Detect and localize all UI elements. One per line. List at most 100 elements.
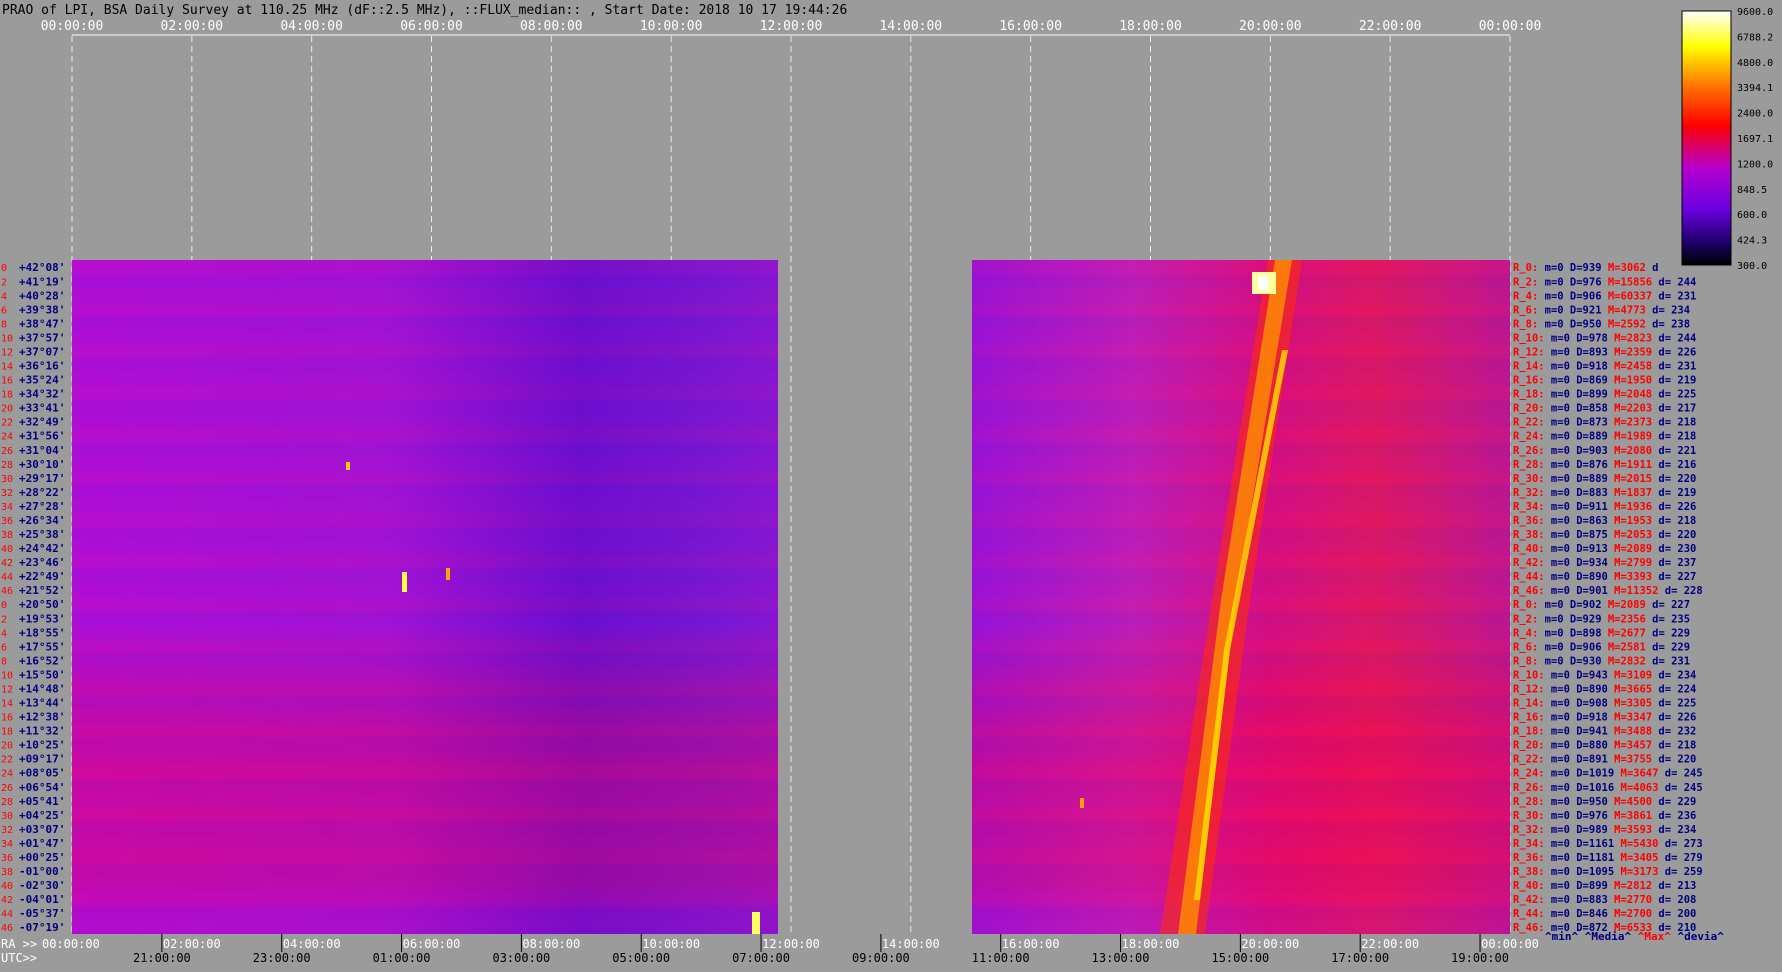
stripe-right bbox=[972, 891, 1510, 906]
declination-label: +40°28' bbox=[19, 289, 65, 302]
colorbar-gradient bbox=[1681, 10, 1732, 266]
colorbar-tick-label: 6788.2 bbox=[1737, 32, 1773, 43]
top-tick-label: 02:00:00 bbox=[161, 19, 224, 34]
colorbar-tick-label: 848.5 bbox=[1737, 185, 1767, 196]
declination-label: +01°47' bbox=[19, 837, 65, 850]
channel-stat-row: R_10: m=0 D=978 M=2823 d= 244 bbox=[1513, 332, 1696, 344]
stripe-left bbox=[72, 386, 778, 401]
channel-stat-row: R_16: m=0 D=918 M=3347 d= 226 bbox=[1513, 712, 1696, 724]
channel-stat-row: R_30: m=0 D=889 M=2015 d= 220 bbox=[1513, 473, 1696, 485]
channel-index: 8 bbox=[1, 319, 7, 330]
declination-label: +15°50' bbox=[19, 668, 65, 681]
stripe-left bbox=[72, 512, 778, 527]
stripe-right bbox=[972, 330, 1510, 345]
stripe-left bbox=[72, 625, 778, 640]
ra-tick-label: 10:00:00 bbox=[642, 937, 700, 951]
stripe-right bbox=[972, 737, 1510, 752]
channel-index: 44 bbox=[1, 909, 13, 920]
stripe-right bbox=[972, 274, 1510, 289]
channel-stat-row: R_18: m=0 D=899 M=2048 d= 225 bbox=[1513, 389, 1696, 401]
ra-tick-label: 14:00:00 bbox=[882, 937, 940, 951]
top-tick-label: 18:00:00 bbox=[1119, 19, 1182, 34]
channel-index: 10 bbox=[1, 670, 13, 681]
stripe-left bbox=[72, 414, 778, 429]
stripe-right bbox=[972, 835, 1510, 850]
stripe-left bbox=[72, 372, 778, 387]
declination-label: +23°46' bbox=[19, 556, 65, 569]
channel-index: 14 bbox=[1, 699, 13, 710]
stripe-left bbox=[72, 737, 778, 752]
ra-axis-prefix: RA >> bbox=[1, 937, 37, 951]
channel-index: 20 bbox=[1, 404, 13, 415]
top-tick-label: 00:00:00 bbox=[41, 19, 104, 34]
stripe-left bbox=[72, 835, 778, 850]
stripe-left bbox=[72, 554, 778, 569]
declination-label: +31°04' bbox=[19, 444, 65, 457]
utc-axis-prefix: UTC>> bbox=[1, 951, 37, 965]
channel-index: 42 bbox=[1, 895, 13, 906]
stripe-left bbox=[72, 302, 778, 317]
channel-index: 30 bbox=[1, 811, 13, 822]
channel-index: 36 bbox=[1, 853, 13, 864]
channel-stat-row: R_42: m=0 D=934 M=2799 d= 237 bbox=[1513, 557, 1696, 569]
channel-index: 16 bbox=[1, 713, 13, 724]
stripe-left bbox=[72, 905, 778, 920]
stripe-right bbox=[972, 681, 1510, 696]
stripe-left bbox=[72, 484, 778, 499]
utc-tick-label: 17:00:00 bbox=[1331, 951, 1389, 965]
declination-label: +41°19' bbox=[19, 275, 65, 288]
colorbar: 9600.0 6788.2 4800.0 3394.1 2400.0 1697.1 1200… bbox=[1681, 7, 1773, 272]
utc-tick-label: 23:00:00 bbox=[253, 951, 311, 965]
channel-stat-row: R_34: m=0 D=1161 M=5430 d= 273 bbox=[1513, 838, 1703, 850]
channel-stat-row: R_4: m=0 D=898 M=2677 d= 229 bbox=[1513, 627, 1690, 639]
point-source-3 bbox=[446, 568, 450, 580]
stripe-left bbox=[72, 919, 778, 934]
channel-stat-row: R_22: m=0 D=891 M=3755 d= 220 bbox=[1513, 754, 1696, 766]
stripe-left bbox=[72, 667, 778, 682]
declination-label: +17°55' bbox=[19, 640, 65, 653]
bright-source-core bbox=[1258, 276, 1268, 290]
declination-label: +25°38' bbox=[19, 528, 65, 541]
top-tick-label: 06:00:00 bbox=[400, 19, 463, 34]
declination-label: +14°48' bbox=[19, 682, 65, 695]
channel-stat-row: R_34: m=0 D=911 M=1936 d= 226 bbox=[1513, 501, 1696, 513]
ra-tick-label: 18:00:00 bbox=[1122, 937, 1180, 951]
stripe-left bbox=[72, 316, 778, 331]
stripe-left bbox=[72, 723, 778, 738]
channel-stat-row: R_28: m=0 D=950 M=4500 d= 229 bbox=[1513, 796, 1696, 808]
channel-stat-row: R_26: m=0 D=1016 M=4063 d= 245 bbox=[1513, 782, 1703, 794]
stripe-right bbox=[972, 863, 1510, 878]
stripe-left bbox=[72, 568, 778, 583]
bottom-axes: RA >> 00:00:00 02:00:00 04:00:00 06:00:00 08:… bbox=[1, 934, 1539, 965]
channel-stat-row: R_6: m=0 D=921 M=4773 d= 234 bbox=[1513, 304, 1690, 316]
top-tick-label: 14:00:00 bbox=[880, 19, 943, 34]
declination-label: +30°10' bbox=[19, 458, 65, 471]
declination-label: +21°52' bbox=[19, 584, 65, 597]
channel-index: 36 bbox=[1, 516, 13, 527]
declination-label: +34°32' bbox=[19, 388, 65, 401]
declination-label: -01°00' bbox=[19, 865, 65, 878]
stats-legend: ^min^ ^Media^ ^Max^ ^devia^ bbox=[1545, 930, 1724, 943]
channel-stat-row: R_0: m=0 D=939 M=3062 d bbox=[1513, 262, 1658, 274]
channel-index: 28 bbox=[1, 797, 13, 808]
channel-index: 46 bbox=[1, 923, 13, 934]
utc-tick-label: 09:00:00 bbox=[852, 951, 910, 965]
stripe-right bbox=[972, 372, 1510, 387]
channel-index: 20 bbox=[1, 741, 13, 752]
point-source-1 bbox=[402, 572, 407, 592]
stripe-right bbox=[972, 877, 1510, 892]
stripe-left bbox=[72, 330, 778, 345]
channel-stat-row: R_14: m=0 D=908 M=3305 d= 225 bbox=[1513, 698, 1696, 710]
top-tick-label: 22:00:00 bbox=[1359, 19, 1422, 34]
point-source-5 bbox=[1080, 798, 1084, 808]
channel-stat-row: R_12: m=0 D=893 M=2359 d= 226 bbox=[1513, 346, 1696, 358]
stripe-left bbox=[72, 639, 778, 654]
ra-tick-label: 08:00:00 bbox=[522, 937, 580, 951]
declination-labels: 0 +42°08' 2 +41°19' 4 +40°28' 6 +39°38' 8 +38°47'… bbox=[1, 261, 65, 934]
declination-label: +36°16' bbox=[19, 360, 65, 373]
channel-stat-row: R_44: m=0 D=890 M=3393 d= 227 bbox=[1513, 571, 1696, 583]
channel-index: 24 bbox=[1, 432, 13, 443]
utc-tick-label: 19:00:00 bbox=[1451, 951, 1509, 965]
channel-index: 0 bbox=[1, 263, 7, 274]
